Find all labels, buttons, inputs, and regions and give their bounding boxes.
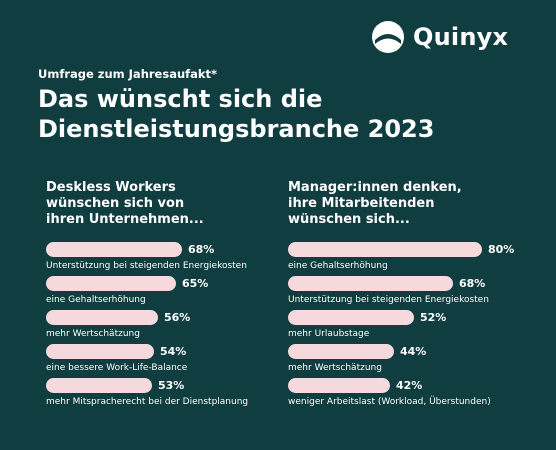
chart-title-line: Manager:innen denken, xyxy=(288,180,462,195)
chart-title-line: wünschen sich... xyxy=(288,212,410,227)
bar-track: 42% xyxy=(288,378,528,393)
bar xyxy=(46,310,158,325)
bar-track: 68% xyxy=(288,276,528,291)
bar-row: 68% Unterstützung bei steigenden Energiek… xyxy=(288,276,528,310)
bar-category-label: mehr Wertschätzung xyxy=(46,329,140,339)
bar-category-label: mehr Urlaubstage xyxy=(288,329,370,339)
page-title-line-1: Das wünscht sich die xyxy=(38,85,323,113)
bar-row: 53% mehr Mitspracherecht bei der Dienstpl… xyxy=(46,378,266,412)
bar-value-label: 44% xyxy=(400,345,427,358)
chart-title: Manager:innen denken, ihre Mitarbeitende… xyxy=(288,180,528,242)
bar-row: 54% eine bessere Work-Life-Balance xyxy=(46,344,266,378)
bar-row: 80% eine Gehaltserhöhung xyxy=(288,242,528,276)
bar-category-label: weniger Arbeitslast (Workload, Überstund… xyxy=(288,397,491,407)
bar-value-label: 56% xyxy=(164,311,191,324)
bar-rows: 80% eine Gehaltserhöhung 68% Unterstützung … xyxy=(288,242,528,412)
chart-managers: Manager:innen denken, ihre Mitarbeitende… xyxy=(288,180,528,412)
chart-deskless-workers: Deskless Workers wünschen sich von ihren… xyxy=(46,180,266,412)
bar-value-label: 80% xyxy=(488,243,515,256)
bar-rows: 68% Unterstützung bei steigenden Energiek… xyxy=(46,242,266,412)
bar-category-label: eine Gehaltserhöhung xyxy=(46,295,146,305)
chart-title-line: wünschen sich von xyxy=(46,196,185,211)
bar-category-label: eine Gehaltserhöhung xyxy=(288,261,388,271)
bar-category-label: mehr Wertschätzung xyxy=(288,363,382,373)
bar-value-label: 53% xyxy=(158,379,185,392)
bar-track: 80% xyxy=(288,242,528,257)
bar xyxy=(288,242,482,257)
chart-title-line: ihre Mitarbeitenden xyxy=(288,196,435,211)
bar-row: 65% eine Gehaltserhöhung xyxy=(46,276,266,310)
bar-row: 52% mehr Urlaubstage xyxy=(288,310,528,344)
page-title: Das wünscht sich die Dienstleistungsbran… xyxy=(38,84,538,144)
bar-value-label: 54% xyxy=(160,345,187,358)
bar-category-label: mehr Mitspracherecht bei der Dienstplanu… xyxy=(46,397,249,407)
bar xyxy=(46,344,154,359)
bar-value-label: 52% xyxy=(420,311,447,324)
bar xyxy=(288,344,394,359)
bar-value-label: 68% xyxy=(459,277,486,290)
bar xyxy=(46,378,152,393)
bar-track: 53% xyxy=(46,378,266,393)
bar-track: 54% xyxy=(46,344,266,359)
bar-category-label: Unterstützung bei steigenden Energiekost… xyxy=(46,261,247,271)
bar-track: 52% xyxy=(288,310,528,325)
bar-value-label: 42% xyxy=(396,379,423,392)
bar-category-label: eine bessere Work-Life-Balance xyxy=(46,363,188,373)
bar-category-label: Unterstützung bei steigenden Energiekost… xyxy=(288,295,489,305)
brand-logo: Quinyx xyxy=(371,20,508,54)
bar-row: 42% weniger Arbeitslast (Workload, Überst… xyxy=(288,378,528,412)
bar-track: 56% xyxy=(46,310,266,325)
quinyx-logo-icon xyxy=(372,21,404,53)
bar-track: 65% xyxy=(46,276,266,291)
bar-row: 44% mehr Wertschätzung xyxy=(288,344,528,378)
chart-title-line: ihren Unternehmen... xyxy=(46,212,204,227)
chart-title-line: Deskless Workers xyxy=(46,180,176,195)
bar-row: 68% Unterstützung bei steigenden Energiek… xyxy=(46,242,266,276)
bar-value-label: 68% xyxy=(188,243,215,256)
bar-row: 56% mehr Wertschätzung xyxy=(46,310,266,344)
page-title-line-2: Dienstleistungsbranche 2023 xyxy=(38,115,435,143)
bar-track: 68% xyxy=(46,242,266,257)
bar-value-label: 65% xyxy=(182,277,209,290)
chart-title: Deskless Workers wünschen sich von ihren… xyxy=(46,180,266,242)
bar xyxy=(288,310,414,325)
brand-name: Quinyx xyxy=(413,23,509,51)
survey-kicker: Umfrage zum Jahresaufakt* xyxy=(38,67,218,81)
bar xyxy=(288,276,453,291)
bar-track: 44% xyxy=(288,344,528,359)
bar xyxy=(46,242,182,257)
bar xyxy=(288,378,390,393)
bar xyxy=(46,276,176,291)
